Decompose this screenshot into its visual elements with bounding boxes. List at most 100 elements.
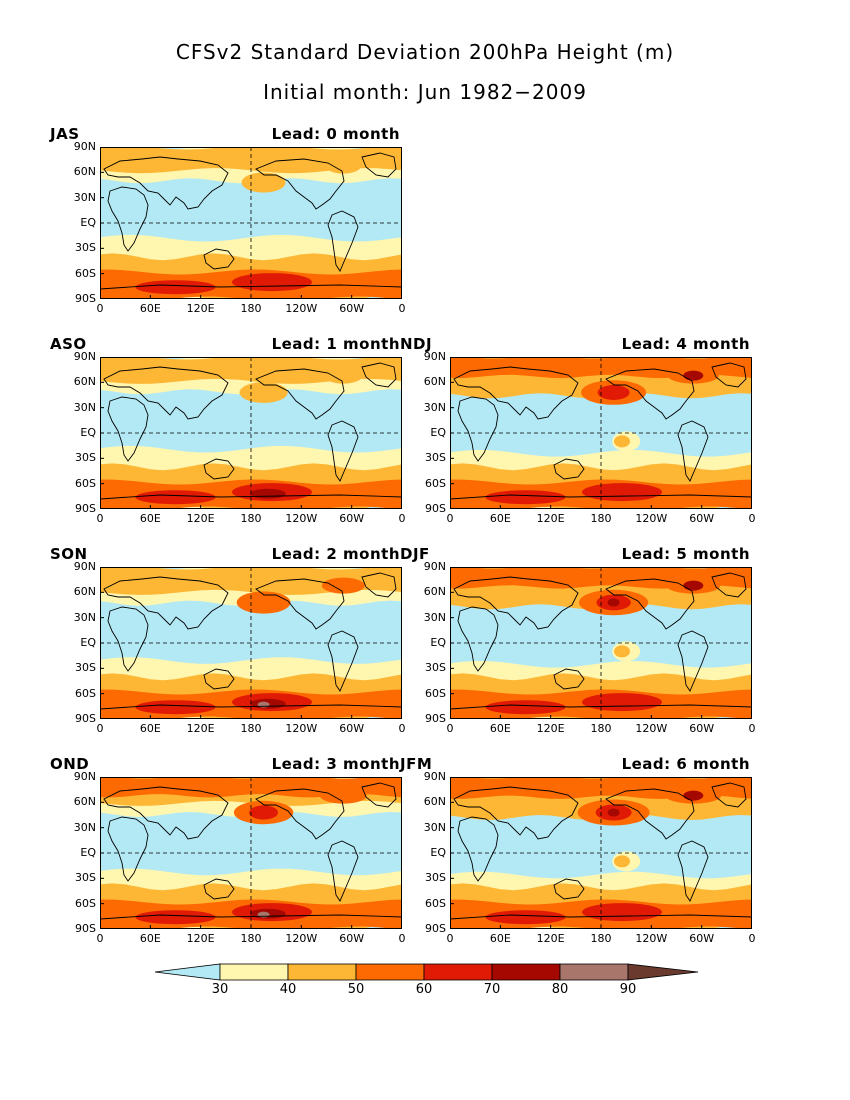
x-tick-label: 120E: [536, 512, 565, 525]
y-tick-label: EQ: [80, 426, 96, 439]
y-tick-label: 30N: [423, 400, 446, 414]
coastline: [605, 578, 695, 630]
pacific-maximum: [597, 385, 630, 400]
x-tick-label: 60E: [139, 302, 161, 315]
x-tick-label: 60W: [339, 302, 365, 315]
map-field: [100, 147, 402, 299]
x-tick-label: 180: [240, 302, 262, 315]
legend-swatch: [423, 963, 493, 981]
map-field: [100, 777, 402, 929]
coastlines: [450, 572, 752, 719]
panel-season-label: OND: [50, 755, 90, 773]
x-tick-label: 0: [446, 512, 454, 525]
panel-aso: ASO Lead: 1 month 90N 60N 30N EQ 30S 60S 90S 0 60E…: [50, 335, 406, 535]
legend-label: 90: [619, 982, 637, 997]
panel-season-label: JAS: [50, 125, 80, 143]
y-tick-label: 60S: [75, 686, 96, 700]
legend-label: 30: [211, 982, 229, 997]
x-tick-label: 0: [96, 302, 104, 315]
x-tick-label: 60E: [139, 512, 161, 525]
y-tick-label: 30S: [425, 871, 446, 885]
chart-title: CFSv2 Standard Deviation 200hPa Height (…: [175, 40, 675, 64]
atlantic-maximum: [325, 157, 362, 174]
legend-label: 60: [415, 982, 433, 997]
y-tick-label: 60N: [73, 375, 96, 389]
coastline: [361, 362, 397, 388]
x-tick-label: 0: [398, 722, 406, 735]
panel-lead-label: Lead: 5 month: [621, 545, 750, 563]
coastline: [457, 606, 499, 672]
coastline: [107, 186, 149, 252]
coastline: [553, 668, 585, 690]
panel-lead-label: Lead: 2 month: [271, 545, 400, 563]
map-field: [100, 357, 402, 509]
y-tick-label: 90N: [73, 350, 96, 363]
x-tick-label: 180: [590, 512, 612, 525]
legend-colorbar: [154, 963, 699, 981]
y-tick-label: 30S: [75, 871, 96, 885]
y-tick-label: 60N: [423, 585, 446, 599]
x-tick-label: 120W: [635, 512, 668, 525]
coastline: [453, 366, 579, 420]
x-tick-label: 0: [96, 512, 104, 525]
coastline: [255, 158, 345, 210]
y-tick-label: 90S: [425, 712, 446, 725]
x-tick-label: 60W: [689, 722, 715, 735]
coastline: [255, 578, 345, 630]
y-tick-label: 60S: [425, 476, 446, 490]
y-tick-label: 90S: [425, 502, 446, 515]
sh-maximum: [249, 488, 286, 499]
coastline: [255, 788, 345, 840]
x-tick-label: 120W: [285, 722, 318, 735]
pacific-maximum: [236, 591, 291, 614]
coastline: [100, 284, 402, 299]
pacific-maximum: [239, 382, 288, 403]
legend-label: 70: [483, 982, 501, 997]
map-field: [450, 357, 752, 509]
coastline: [327, 840, 359, 902]
coastline: [553, 878, 585, 900]
sh-maximum: [135, 700, 216, 715]
legend-swatch: [491, 963, 561, 981]
coastline: [453, 576, 579, 630]
coastline: [711, 362, 747, 388]
sh-maximum: [135, 910, 216, 925]
pacific-maximum: [607, 598, 620, 607]
coastline: [100, 704, 402, 719]
y-tick-label: 30N: [73, 610, 96, 624]
panel-season-label: JFM: [400, 755, 433, 773]
coastline: [457, 396, 499, 462]
x-tick-label: 0: [398, 512, 406, 525]
coastline: [327, 420, 359, 482]
x-tick-label: 180: [240, 512, 262, 525]
sh-maximum: [485, 490, 566, 505]
coastline: [255, 368, 345, 420]
coastline: [677, 420, 709, 482]
panel-season-label: SON: [50, 545, 88, 563]
y-tick-label: 90S: [75, 292, 96, 305]
coastlines: [450, 782, 752, 929]
y-tick-label: 90N: [423, 560, 446, 573]
y-tick-label: 30N: [73, 400, 96, 414]
x-tick-label: 120W: [635, 932, 668, 945]
color-legend: 30 40 50 60 70 80 90: [150, 960, 710, 1010]
coastline: [361, 782, 397, 808]
x-tick-label: 120E: [186, 512, 215, 525]
x-tick-label: 60E: [489, 512, 511, 525]
y-tick-label: 60N: [73, 795, 96, 809]
coastline: [327, 630, 359, 692]
coastlines: [100, 152, 402, 299]
legend-high-arrow: [627, 963, 699, 981]
y-tick-label: 30N: [423, 610, 446, 624]
y-tick-label: 90S: [75, 922, 96, 935]
coastline: [103, 156, 229, 210]
x-tick-label: 0: [748, 932, 756, 945]
panel-son: SON Lead: 2 month 90N 60N 30N EQ 30S 60S 90S 0 60E…: [50, 545, 406, 745]
y-tick-label: EQ: [430, 636, 446, 649]
x-tick-label: 120E: [536, 722, 565, 735]
y-tick-label: 30S: [75, 451, 96, 465]
x-tick-label: 0: [398, 302, 406, 315]
legend-low-arrow: [154, 963, 221, 981]
y-tick-label: EQ: [80, 636, 96, 649]
coastline: [605, 788, 695, 840]
